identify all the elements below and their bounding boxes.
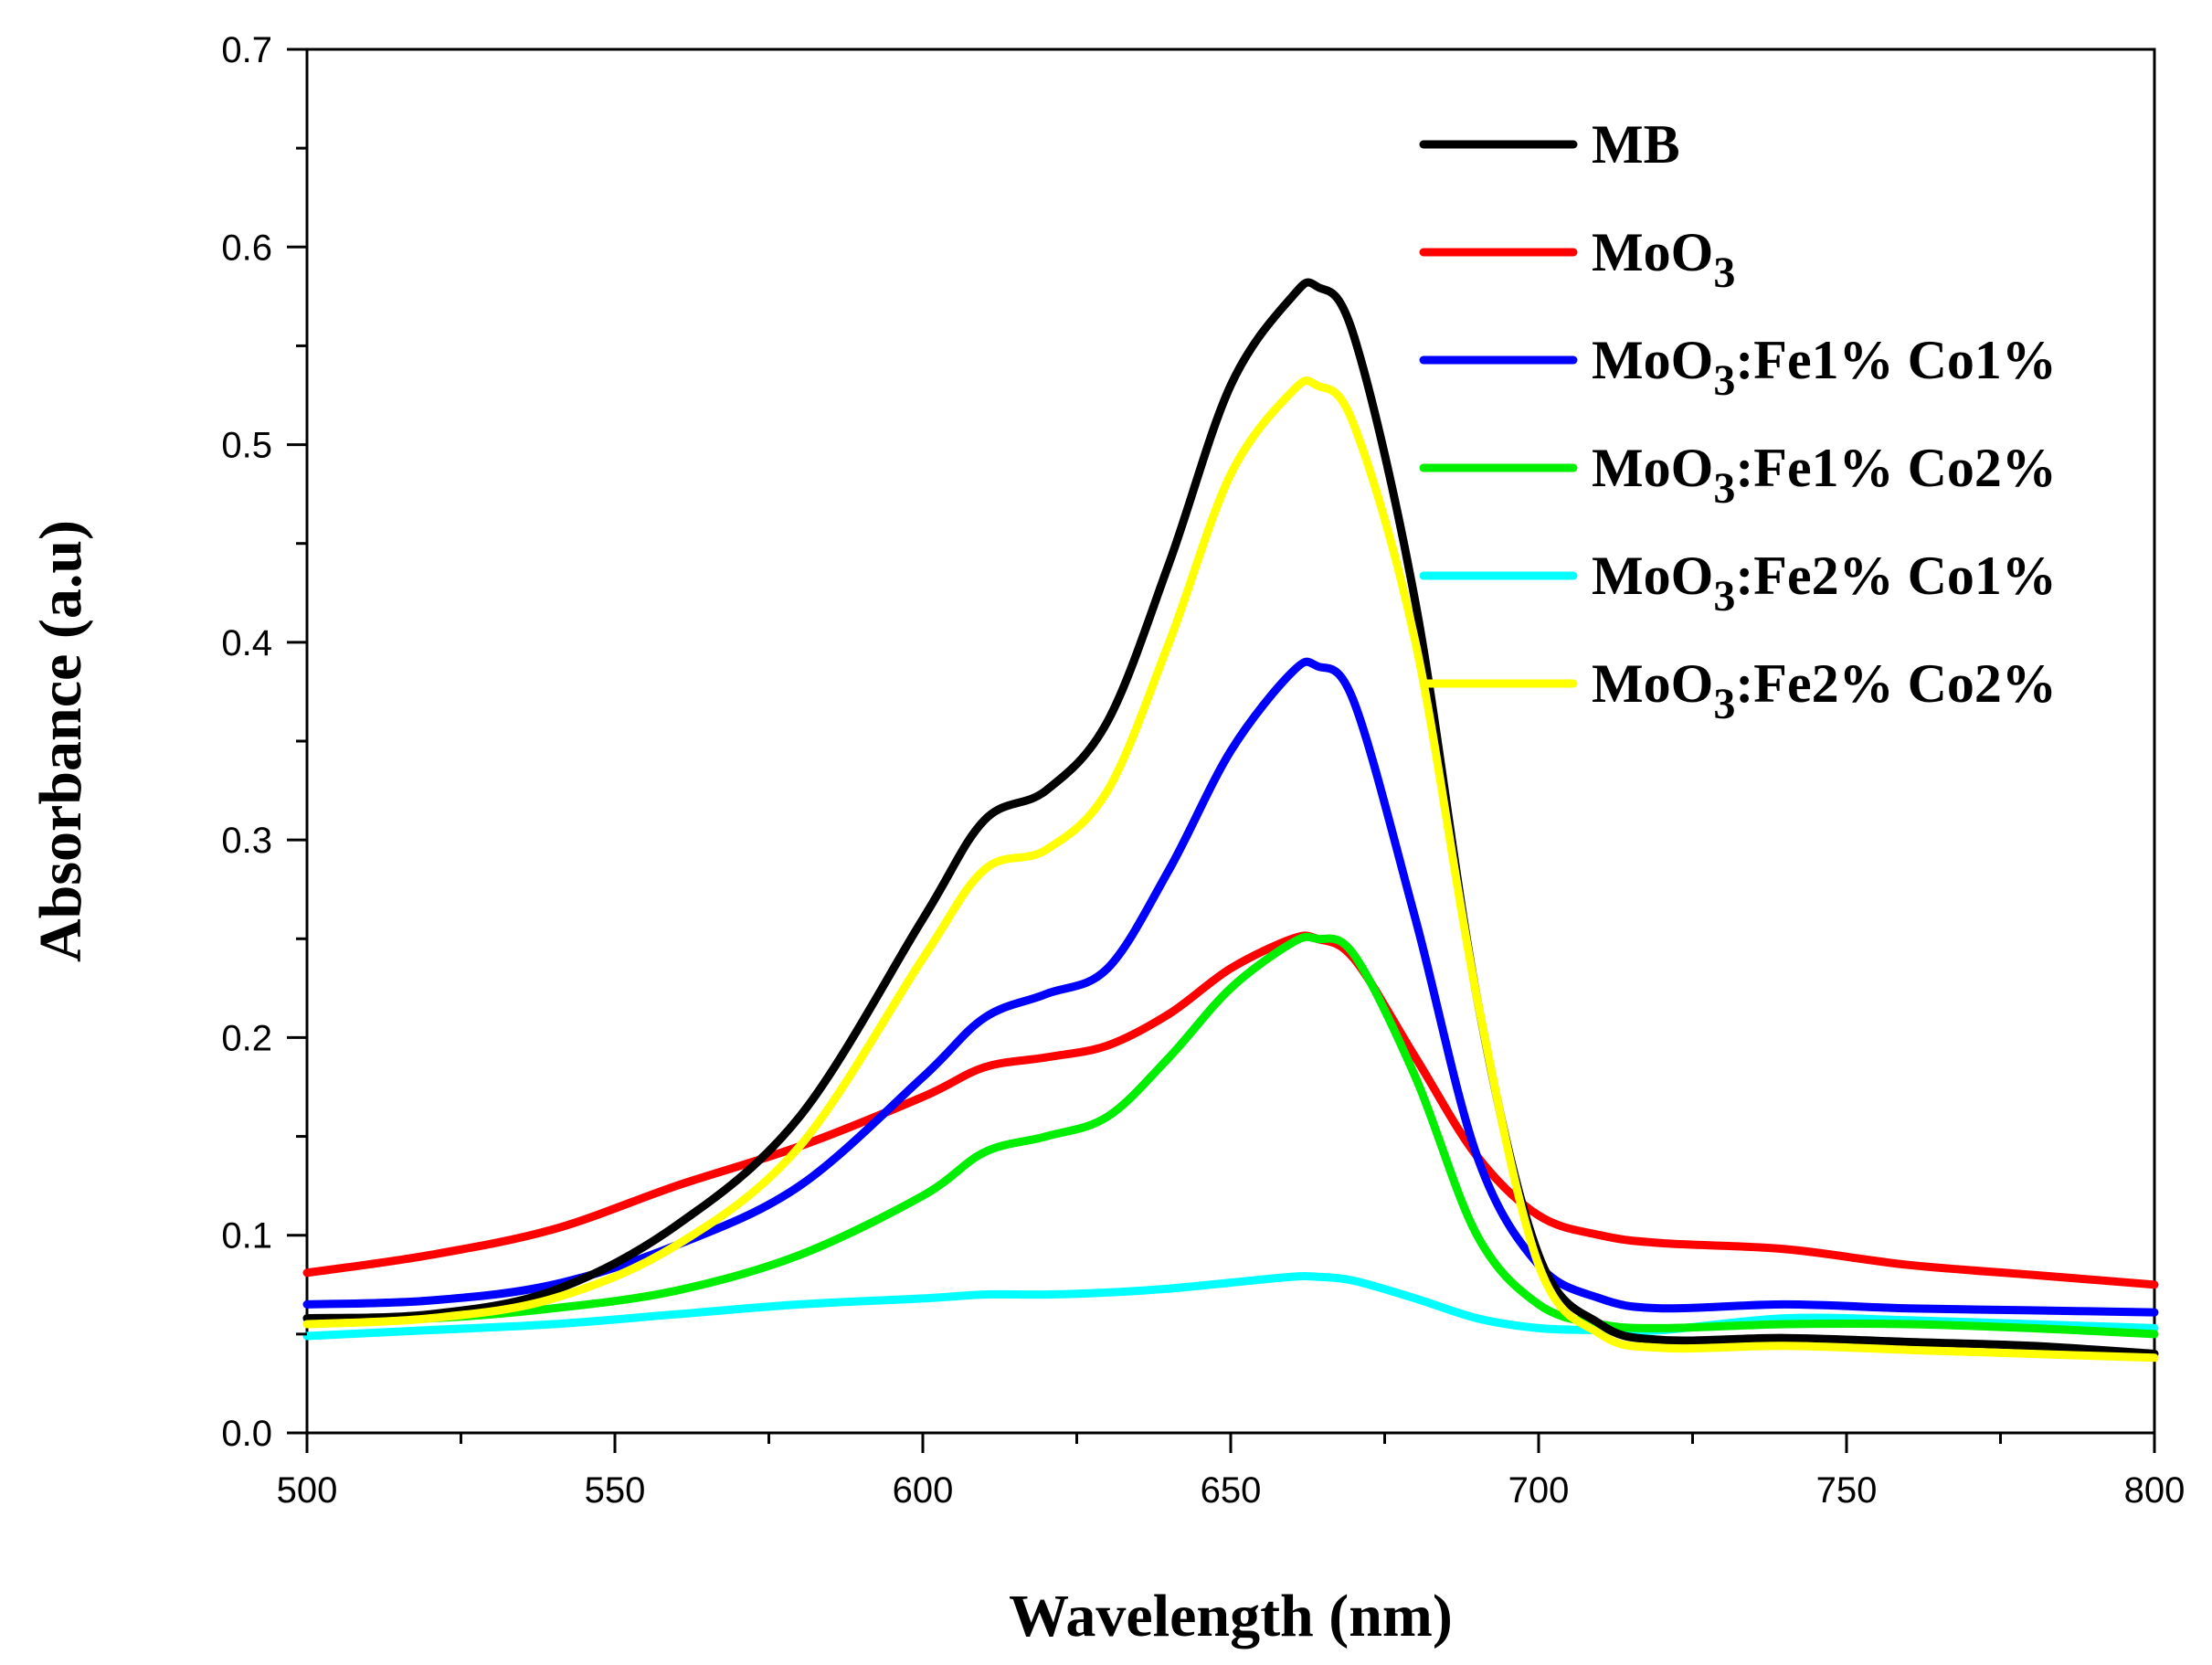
x-axis-title: Wavelength (nm) bbox=[1009, 1583, 1453, 1649]
y-tick-label: 0.7 bbox=[221, 30, 272, 70]
legend-label-subscript: 3 bbox=[1713, 249, 1735, 297]
legend-label: MoO3 bbox=[1592, 222, 1735, 297]
x-tick-label: 750 bbox=[1816, 1470, 1878, 1511]
series-line-moo3-fe1-co1 bbox=[302, 657, 2159, 1317]
y-tick-label: 0.0 bbox=[221, 1414, 272, 1454]
plot-area bbox=[305, 48, 2156, 1435]
legend-label-main: MoO bbox=[1592, 546, 1713, 606]
legend-label: MB bbox=[1592, 114, 1680, 175]
legend-label-rest: :Fe1% Co2% bbox=[1735, 438, 2057, 498]
legend-label-subscript: 3 bbox=[1713, 680, 1735, 728]
legend-item-mb: MB bbox=[1419, 114, 1680, 175]
legend-label-main: MoO bbox=[1592, 222, 1713, 282]
y-tick-label: 0.4 bbox=[221, 623, 272, 663]
legend-label-subscript: 3 bbox=[1713, 572, 1735, 620]
y-axis: 0.0 0.1 0.2 0.3 0.4 0.5 0.6 0.7 bbox=[221, 30, 307, 1454]
x-tick-label: 500 bbox=[277, 1470, 338, 1511]
legend-item-moo3-fe1-co2: MoO3:Fe1% Co2% bbox=[1419, 438, 2057, 513]
legend-label-main: MoO bbox=[1592, 438, 1713, 498]
legend-item-moo3-fe2-co2: MoO3:Fe2% Co2% bbox=[1419, 653, 2057, 728]
y-tick-label: 0.5 bbox=[221, 426, 272, 466]
y-tick-label: 0.1 bbox=[221, 1216, 272, 1257]
x-tick-label: 800 bbox=[2124, 1470, 2186, 1511]
legend-label-main: MB bbox=[1592, 114, 1680, 175]
legend-label: MoO3:Fe2% Co2% bbox=[1592, 653, 2057, 728]
legend-item-moo3-fe1-co1: MoO3:Fe1% Co1% bbox=[1419, 330, 2057, 405]
series-line-moo3-fe1-co2 bbox=[302, 932, 2159, 1339]
y-tick-label: 0.2 bbox=[221, 1018, 272, 1058]
series-line-mb bbox=[302, 278, 2159, 1358]
legend-label: MoO3:Fe2% Co1% bbox=[1592, 546, 2057, 620]
legend-label-main: MoO bbox=[1592, 653, 1713, 714]
series-line-moo3-fe2-co1 bbox=[302, 1271, 2159, 1341]
legend-item-moo3-fe2-co1: MoO3:Fe2% Co1% bbox=[1419, 546, 2057, 620]
x-tick-label: 650 bbox=[1201, 1470, 1262, 1511]
legend-label-rest: :Fe2% Co2% bbox=[1735, 653, 2057, 714]
legend-label-rest: :Fe2% Co1% bbox=[1735, 546, 2057, 606]
x-axis: 500 550 600 650 700 750 800 bbox=[277, 1433, 2186, 1511]
series-layer bbox=[302, 278, 2159, 1363]
y-tick-label: 0.6 bbox=[221, 228, 272, 268]
x-tick-label: 550 bbox=[585, 1470, 646, 1511]
plot-frame bbox=[305, 48, 2156, 1435]
y-axis-title: Absorbance (a.u) bbox=[27, 520, 94, 962]
series-line-moo3-fe2-co2 bbox=[302, 376, 2159, 1363]
legend-label: MoO3:Fe1% Co1% bbox=[1592, 330, 2057, 405]
legend-label: MoO3:Fe1% Co2% bbox=[1592, 438, 2057, 513]
y-tick-label: 0.3 bbox=[221, 821, 272, 861]
legend-label-subscript: 3 bbox=[1713, 464, 1735, 513]
x-tick-label: 700 bbox=[1508, 1470, 1570, 1511]
legend-label-main: MoO bbox=[1592, 330, 1713, 390]
legend-label-rest: :Fe1% Co1% bbox=[1735, 330, 2057, 390]
legend-label-subscript: 3 bbox=[1713, 356, 1735, 405]
x-tick-label: 600 bbox=[893, 1470, 954, 1511]
legend-item-moo3: MoO3 bbox=[1419, 222, 1735, 297]
